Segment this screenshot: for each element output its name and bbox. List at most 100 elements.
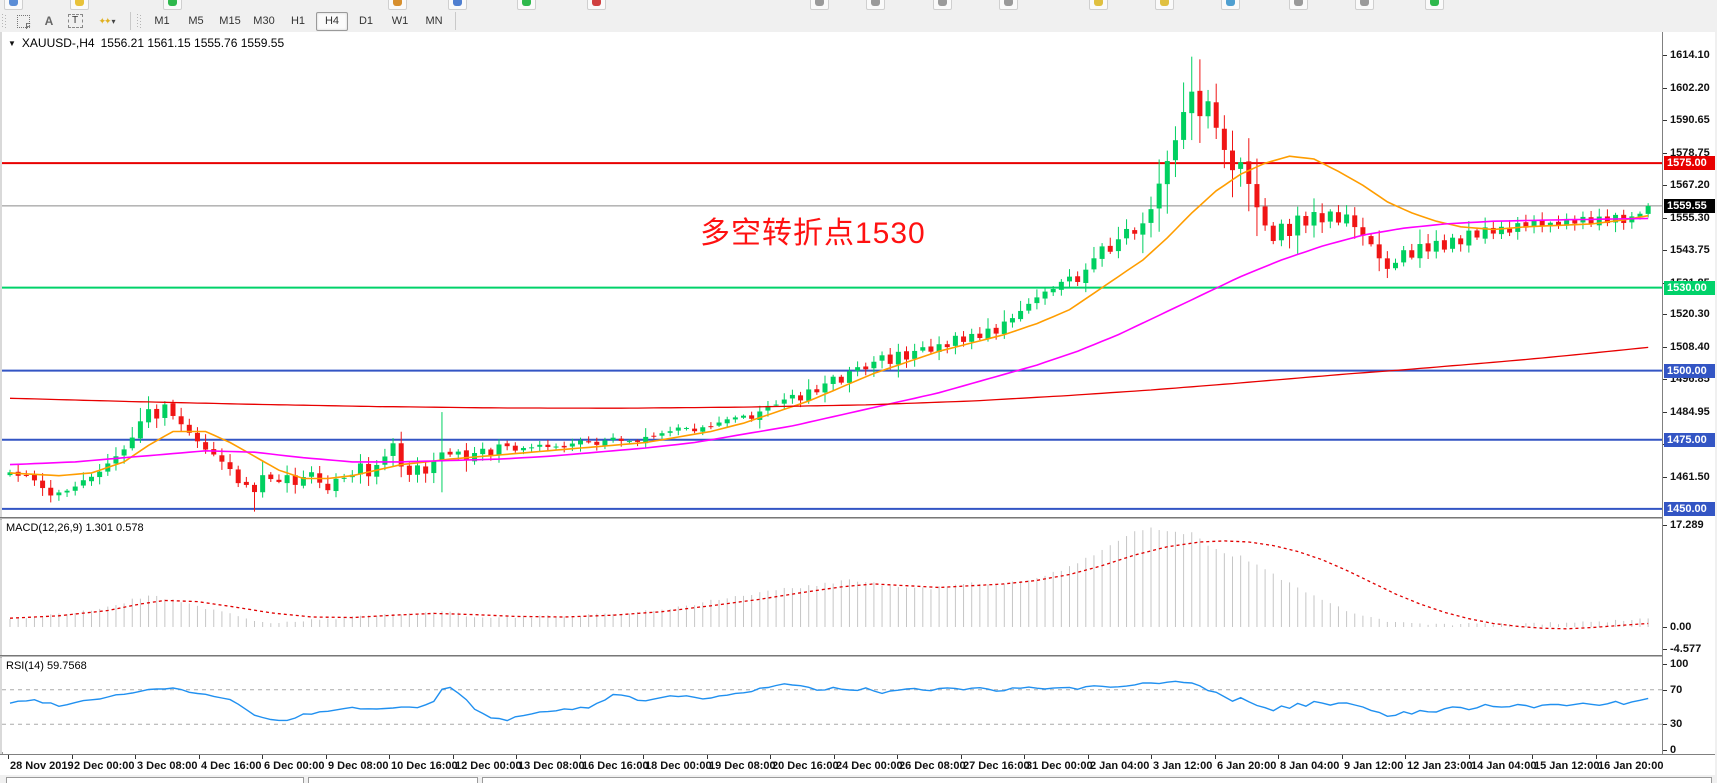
pane-splitter[interactable] [0,517,1717,520]
toolbar-icon-glyph [815,0,824,6]
timeframe-button-m5[interactable]: M5 [188,15,204,27]
price-axis-label: 1520.30 [1670,308,1710,320]
axis-tick [1663,525,1667,526]
time-axis[interactable]: 28 Nov 2019 2 Dec 00:00 3 Dec 08:00 4 Dec 1… [0,754,1717,776]
axis-tick [1663,412,1667,413]
macd-signal-line [9,540,1649,630]
time-axis-label: 6 Dec 00:00 [264,760,325,772]
time-axis-label: 15 Jan 12:00 [1534,760,1600,772]
macd-chart[interactable] [2,519,1662,655]
status-panel [308,777,478,783]
price-axis-label: 1555.30 [1670,212,1710,224]
axis-tick [1663,690,1667,691]
ma-mid-magenta [9,217,1649,466]
time-axis-tick [770,755,771,759]
timeframe-button-m15[interactable]: M15 [219,15,241,27]
toolbar-icon[interactable] [70,0,89,10]
time-axis-label: 14 Jan 04:00 [1471,760,1537,772]
price-chart-pane[interactable]: ▼ XAUUSD-,H4 1556.21 1561.15 1555.76 155… [2,32,1662,517]
toolbar-grip[interactable] [137,14,141,28]
time-axis-label: 8 Jan 04:00 [1280,760,1340,772]
toolbar-icon[interactable] [1425,0,1444,10]
toolbar-icon[interactable] [163,0,182,10]
time-axis-label: 16 Jan 20:00 [1598,760,1664,772]
price-axis-label: 1614.10 [1670,49,1710,61]
price-tag: 1575.00 [1664,156,1716,170]
axis-tick [1663,750,1667,751]
timeframe-button-h4[interactable]: H4 [316,11,348,31]
axis-tick [1663,185,1667,186]
toolbar-icon[interactable] [810,0,829,10]
candlestick-chart[interactable] [2,32,1662,517]
timeframe-button-h1[interactable]: H1 [290,15,306,27]
time-axis-tick [1088,755,1089,759]
label-icon: T [67,14,83,28]
timeframe-button-m30[interactable]: M30 [253,15,275,27]
axis-tick [1663,55,1667,56]
toolbar-icon-glyph [522,0,531,6]
rsi-axis-label: 30 [1670,718,1683,730]
toolbar-icon-glyph [938,0,947,6]
symbol-dropdown-icon[interactable]: ▼ [8,38,16,48]
toolbar-icon[interactable] [517,0,536,10]
timeframe-button-w1[interactable]: W1 [391,15,409,27]
time-axis-label: 16 Dec 16:00 [582,760,649,772]
macd-indicator-pane[interactable]: MACD(12,26,9) 1.301 0.578 [2,519,1662,655]
time-axis-tick [262,755,263,759]
rsi-chart[interactable] [2,657,1662,752]
timeframe-button-mn[interactable]: MN [425,15,443,27]
price-tag: 1500.00 [1664,364,1716,378]
toolbar-icon-glyph [1360,0,1369,6]
symbol-period-label: XAUUSD-,H4 [21,36,95,50]
time-axis-label: 12 Dec 00:00 [455,760,522,772]
time-axis-label: 20 Dec 16:00 [772,760,839,772]
toolbar-icon[interactable] [1221,0,1240,10]
toolbar-icon[interactable] [1355,0,1374,10]
toolbar-grip[interactable] [2,14,6,28]
toolbar-icon[interactable] [1289,0,1308,10]
chevron-down-icon: ▾ [111,16,116,26]
price-axis[interactable]: 1614.10 1602.20 1590.65 1578.75 1567.20 1555.… [1662,32,1716,756]
time-axis-tick [580,755,581,759]
macd-axis-label: 0.00 [1670,621,1692,633]
time-axis-label: 18 Dec 00:00 [645,760,712,772]
toolbar-icon[interactable] [933,0,952,10]
macd-axis-label: -4.577 [1670,643,1702,655]
toolbar-icon-glyph [1094,0,1103,6]
label-tool-button[interactable]: T [63,11,87,31]
ma-fast-orange [9,155,1649,480]
toolbar-icon[interactable] [448,0,467,10]
chart-annotation-text[interactable]: 多空转折点1530 [700,217,926,250]
chart-window: ▼ XAUUSD-,H4 1556.21 1561.15 1555.76 155… [0,32,1717,783]
toolbar-icon[interactable] [1089,0,1108,10]
toolbar-icon[interactable] [1155,0,1174,10]
time-axis-tick [1469,755,1470,759]
toolbar-icon[interactable] [4,0,23,10]
time-axis-tick [1532,755,1533,759]
rsi-axis-label: 0 [1670,744,1677,756]
time-axis-tick [897,755,898,759]
macd-label: MACD(12,26,9) 1.301 0.578 [6,522,144,534]
price-axis-label: 1567.20 [1670,179,1710,191]
rsi-line [9,680,1649,722]
toolbar-icon[interactable] [866,0,885,10]
time-axis-label: 6 Jan 20:00 [1217,760,1277,772]
toolbar-icon[interactable] [999,0,1018,10]
timeframe-button-d1[interactable]: D1 [358,15,374,27]
rsi-axis-label: 100 [1670,658,1689,670]
axis-tick [1663,724,1667,725]
arrows-tool-button[interactable]: ✦✦ ▾ [89,11,125,31]
text-tool-button[interactable]: A [37,11,61,31]
fibonacci-tool-button[interactable]: F [11,11,35,31]
toolbar-icon-glyph [871,0,880,6]
toolbar-icon[interactable] [587,0,606,10]
pane-splitter[interactable] [0,655,1717,658]
axis-tick [1663,347,1667,348]
rsi-indicator-pane[interactable]: RSI(14) 59.7568 [2,657,1662,752]
time-axis-label: 9 Dec 08:00 [328,760,389,772]
toolbar-icon-glyph [9,0,18,6]
timeframe-button-m1[interactable]: M1 [154,15,170,27]
toolbar-icon[interactable] [388,0,407,10]
time-axis-label: 2 Dec 00:00 [74,760,135,772]
chart-title: ▼ XAUUSD-,H4 1556.21 1561.15 1555.76 155… [8,36,284,50]
